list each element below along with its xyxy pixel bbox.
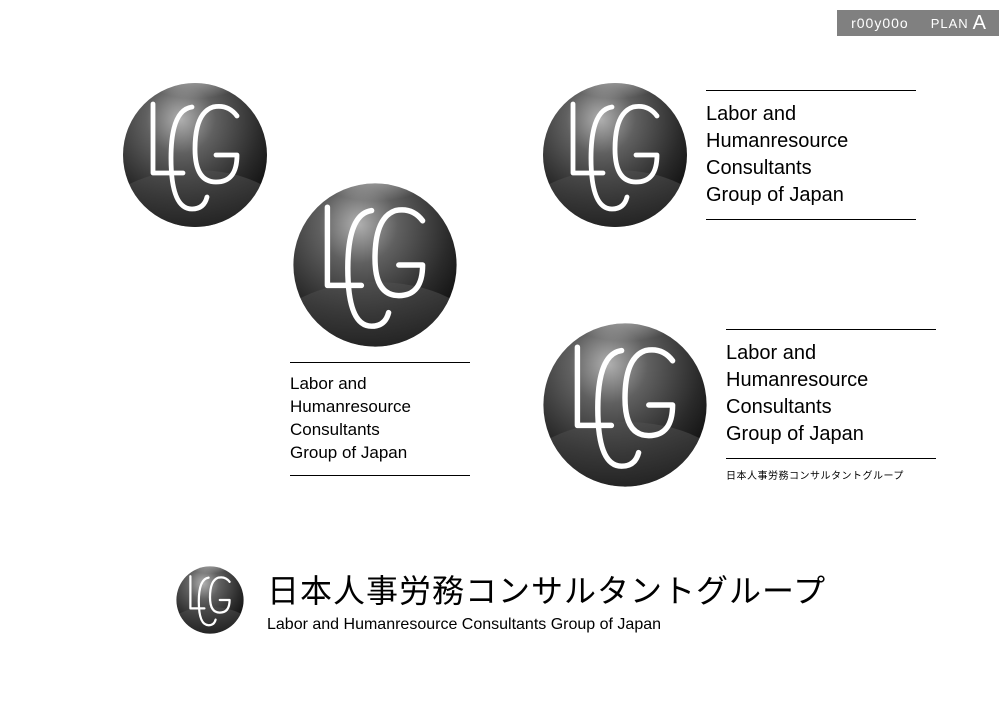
variant-logo-above-text: Labor and Humanresource Consultants Grou… — [290, 180, 470, 476]
lcg-logo-icon — [175, 565, 245, 635]
en-line: Humanresource — [290, 396, 470, 419]
en-line: Group of Japan — [290, 442, 470, 465]
lcg-logo-icon — [540, 80, 690, 230]
company-name-en-block: Labor and Humanresource Consultants Grou… — [290, 362, 470, 476]
en-line: Humanresource — [706, 128, 916, 155]
plan-letter: A — [973, 12, 987, 35]
variant-horizontal-jp: 日本人事労務コンサルタントグループ Labor and Humanresourc… — [175, 565, 826, 635]
company-name-jp-main: 日本人事労務コンサルタントグループ — [267, 566, 826, 612]
en-line: Labor and — [290, 373, 470, 396]
company-name-jp-sub: 日本人事労務コンサルタントグループ — [726, 459, 936, 482]
en-line: Humanresource — [726, 367, 936, 394]
variant-logo-left-text-right: Labor and Humanresource Consultants Grou… — [540, 80, 916, 230]
en-line: Labor and — [726, 340, 936, 367]
company-name-en-block: Labor and Humanresource Consultants Grou… — [726, 329, 936, 459]
company-name-en-sub: Labor and Humanresource Consultants Grou… — [267, 616, 826, 634]
header-bar: r00y00o PLAN A — [837, 10, 999, 36]
company-name-en-block: Labor and Humanresource Consultants Grou… — [706, 90, 916, 220]
en-line: Consultants — [706, 155, 916, 182]
en-line: Labor and — [706, 101, 916, 128]
variant-logo-only — [120, 80, 270, 230]
lcg-logo-icon — [120, 80, 270, 230]
lcg-logo-icon — [540, 320, 710, 490]
variant-logo-left-text-jp: Labor and Humanresource Consultants Grou… — [540, 320, 936, 490]
en-line: Group of Japan — [726, 421, 936, 448]
plan-label: PLAN — [931, 16, 969, 31]
en-line: Consultants — [290, 419, 470, 442]
en-line: Consultants — [726, 394, 936, 421]
header-code: r00y00o — [851, 15, 909, 31]
lcg-logo-icon — [290, 180, 460, 350]
en-line: Group of Japan — [706, 182, 916, 209]
